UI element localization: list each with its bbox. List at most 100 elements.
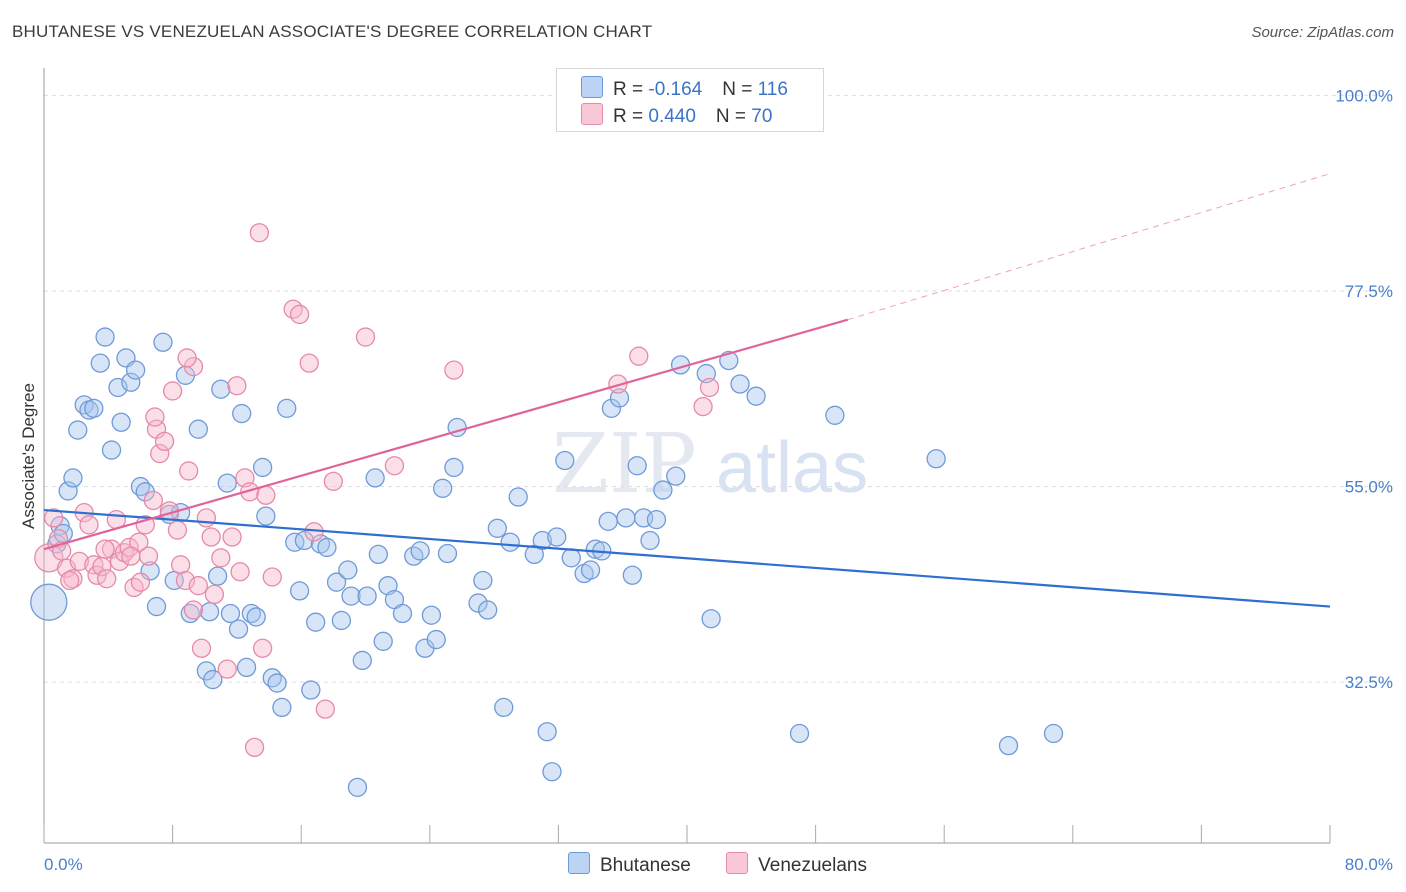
axes <box>43 68 1331 844</box>
venezuelan-point <box>608 374 628 394</box>
venezuelan-point <box>230 562 250 582</box>
bhutanese-point <box>228 619 249 639</box>
bhutanese-point <box>207 566 228 586</box>
bhutanese-point <box>211 379 231 399</box>
bhutanese-point <box>532 530 552 551</box>
bhutanese-point <box>217 473 237 493</box>
bhutanese-point <box>547 527 567 547</box>
bhutanese-point <box>95 327 115 347</box>
bhutanese-point <box>601 398 622 418</box>
bhutanese-point <box>555 450 575 471</box>
bhutanese-point <box>285 532 305 552</box>
bhutanese-point <box>365 468 385 488</box>
bhutanese-point <box>188 419 208 439</box>
bhutanese-point <box>444 457 464 478</box>
venezuelan-point <box>124 577 144 598</box>
bhutanese-point <box>236 657 257 678</box>
venezuelan-point <box>34 543 64 573</box>
bhutanese-point <box>433 478 453 498</box>
bhutanese-point <box>580 560 601 580</box>
bhutanese-point <box>640 530 660 551</box>
bhutanese-point <box>392 603 413 624</box>
bhutanese-point <box>252 457 273 478</box>
venezuelan-point <box>183 600 204 620</box>
bhutanese-point <box>101 440 122 460</box>
legend-r-value: -0.164 <box>648 79 703 100</box>
bhutanese-point <box>730 374 750 394</box>
bhutanese-point <box>789 723 810 744</box>
bhutanese-point <box>598 511 618 532</box>
bhutanese-point <box>468 593 488 613</box>
bhutanese-point <box>426 629 446 650</box>
bhutanese-point <box>437 543 458 564</box>
trend-lines <box>43 173 1331 608</box>
venezuelan-point <box>299 353 319 373</box>
y-tick-label: 32.5% <box>1345 673 1393 692</box>
x-tick-label: 0.0% <box>44 855 83 874</box>
bhutanese-point <box>306 612 326 632</box>
bhutanese-point <box>404 546 424 566</box>
bhutanese-point <box>998 735 1019 756</box>
venezuelan-point <box>384 456 405 476</box>
bhutanese-point <box>153 332 173 352</box>
bhutanese-point <box>701 609 721 629</box>
bhutanese-point <box>289 581 310 601</box>
venezuelan-point <box>63 569 83 589</box>
bhutanese-point <box>487 518 507 538</box>
legend-swatch-pink <box>581 103 603 125</box>
venezuelan-point <box>145 407 165 427</box>
bhutanese-point <box>90 353 110 373</box>
venezuelan-point <box>179 461 199 481</box>
venezuelan-point <box>154 431 175 452</box>
venezuelan-point <box>283 299 303 319</box>
bhutanese-trend-line <box>43 508 1331 608</box>
bhutanese-point <box>627 456 647 476</box>
bhutanese-point <box>1043 723 1064 744</box>
venezuelan-point <box>699 377 720 398</box>
venezuelan-point <box>244 737 265 758</box>
bhutanese-point <box>84 398 104 418</box>
bhutanese-point <box>121 372 141 392</box>
bhutanese-point <box>609 388 630 408</box>
venezuelan-point <box>227 376 247 396</box>
chart-title: BHUTANESE VS VENEZUELAN ASSOCIATE'S DEGR… <box>12 22 653 41</box>
venezuelan-point <box>162 381 183 401</box>
venezuelan-point <box>355 327 376 347</box>
bhutanese-point <box>622 565 642 585</box>
legend-n-value: 116 <box>757 79 788 100</box>
venezuelan-point <box>150 443 170 464</box>
y-axis-label: Associate's Degree <box>19 383 38 529</box>
bhutanese-point <box>246 607 266 627</box>
bhutanese-point <box>352 650 372 671</box>
legend-n-label: N = <box>715 106 752 127</box>
bhutanese-point <box>326 572 347 592</box>
bhutanese-point <box>746 386 766 406</box>
bhutanese-point <box>473 570 493 591</box>
venezuelan-point <box>43 508 64 528</box>
bhutanese-point <box>338 560 358 580</box>
legend-r-value: 0.440 <box>648 106 696 127</box>
venezuelan-point <box>249 223 270 243</box>
bhutanese-point <box>180 603 200 624</box>
series-swatch-pink <box>726 852 749 874</box>
series-legend: Bhutanese Venezuelans <box>568 852 897 877</box>
x-tick-label: 80.0% <box>1345 855 1393 874</box>
bhutanese-point <box>585 539 606 559</box>
bhutanese-point <box>494 697 514 718</box>
bhutanese-point <box>508 487 528 507</box>
stats-legend: R = -0.164 N = 116 R = 0.440 N = 70 <box>556 68 824 132</box>
y-tick-label: 77.5% <box>1345 282 1393 301</box>
series-swatch-blue <box>568 852 590 874</box>
venezuelan-point <box>135 515 155 535</box>
venezuelan-point <box>138 546 159 566</box>
legend-n-value: 70 <box>751 106 773 127</box>
venezuelan-point <box>188 576 208 596</box>
bhutanese-point <box>478 600 498 620</box>
legend-n-label: N = <box>722 79 758 100</box>
bhutanese-point <box>341 586 361 606</box>
bhutanese-point <box>357 586 377 606</box>
venezuelan-point <box>201 527 221 547</box>
bhutanese-point <box>373 631 393 651</box>
legend-row-venezuelans: R = 0.440 N = 70 <box>581 103 772 127</box>
